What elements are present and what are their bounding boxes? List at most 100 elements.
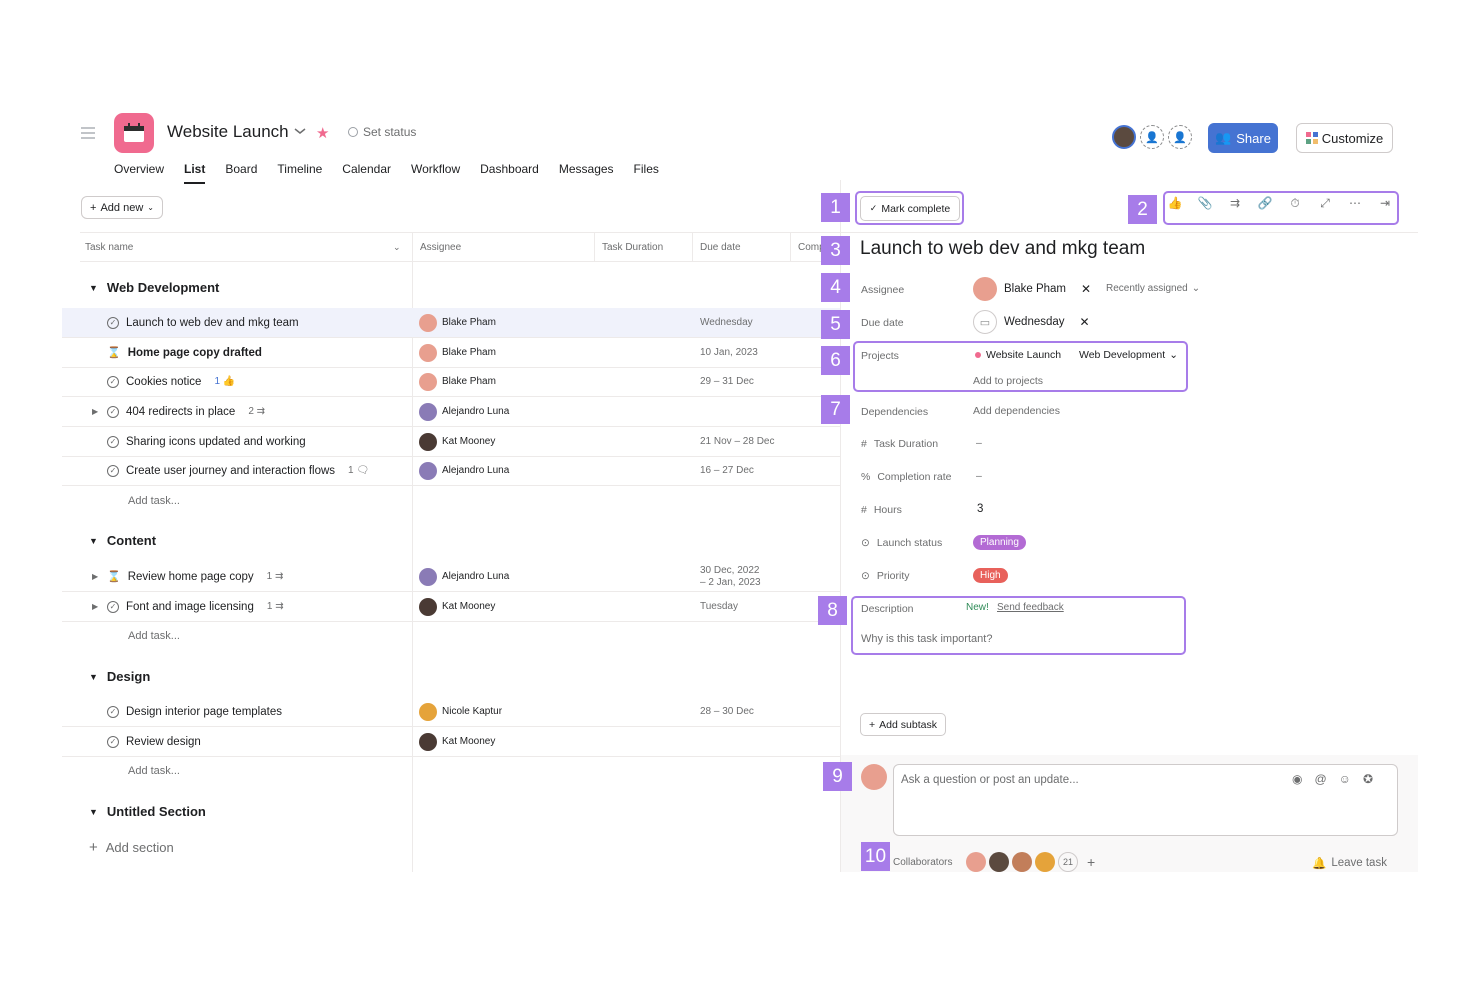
- collaborators-list[interactable]: 21 +: [966, 852, 1095, 872]
- completion-rate-value[interactable]: –: [976, 470, 982, 482]
- table-row[interactable]: ✓ Launch to web dev and mkg team Blake Ph…: [62, 308, 840, 338]
- check-circle-icon[interactable]: ✓: [107, 405, 119, 418]
- table-row[interactable]: ▶ ✓ Font and image licensing 1 ⇉ Kat Moone…: [62, 592, 840, 622]
- task-name[interactable]: Design interior page templates: [126, 705, 282, 718]
- col-task-name[interactable]: Task name: [85, 241, 134, 253]
- mark-complete-button[interactable]: ✓ Mark complete: [860, 196, 960, 221]
- due-date[interactable]: 16 – 27 Dec: [700, 465, 754, 476]
- due-date-field[interactable]: ▭ Wednesday ✕: [973, 310, 1090, 334]
- sparkle-icon[interactable]: ✪: [1362, 772, 1373, 786]
- tab-overview[interactable]: Overview: [114, 162, 165, 176]
- add-task-button[interactable]: Add task...: [128, 495, 180, 507]
- tab-board[interactable]: Board: [225, 162, 258, 176]
- star-icon[interactable]: ★: [316, 125, 330, 142]
- task-name[interactable]: Sharing icons updated and working: [126, 435, 306, 448]
- comment-placeholder[interactable]: Ask a question or post an update...: [901, 774, 1079, 786]
- thumbs-up-icon[interactable]: 👍: [1167, 196, 1183, 210]
- add-task-button[interactable]: Add task...: [128, 630, 180, 642]
- menu-icon[interactable]: [81, 126, 95, 140]
- table-row[interactable]: ✓ Design interior page templates Nicole K…: [62, 697, 840, 727]
- chevron-down-icon[interactable]: [294, 126, 306, 136]
- paperclip-icon[interactable]: 📎: [1197, 196, 1213, 210]
- add-to-projects-button[interactable]: Add to projects: [973, 375, 1044, 387]
- check-circle-icon[interactable]: ✓: [107, 735, 119, 748]
- caret-down-icon[interactable]: ▼: [89, 282, 98, 293]
- caret-right-icon[interactable]: ▶: [92, 602, 99, 611]
- check-circle-icon[interactable]: ✓: [107, 316, 119, 329]
- tab-dashboard[interactable]: Dashboard: [480, 162, 539, 176]
- task-name[interactable]: Review home page copy: [127, 570, 254, 583]
- launch-status-pill[interactable]: Planning: [973, 535, 1026, 550]
- comment-input[interactable]: [893, 764, 1398, 836]
- section-content[interactable]: ▼ Content: [89, 533, 156, 548]
- tab-list[interactable]: List: [184, 162, 206, 184]
- add-section-button[interactable]: + Add section: [89, 839, 174, 856]
- priority-pill[interactable]: High: [973, 568, 1008, 583]
- task-name[interactable]: Font and image licensing: [126, 600, 254, 613]
- table-row[interactable]: ✓ Cookies notice 1 👍 Blake Pham 29 – 31 De…: [62, 367, 840, 397]
- section-design[interactable]: ▼ Design: [89, 669, 150, 684]
- project-chip[interactable]: Website Launch: [975, 349, 1061, 361]
- more-icon[interactable]: ⋯: [1349, 196, 1361, 210]
- due-date[interactable]: 28 – 30 Dec: [700, 706, 754, 717]
- add-member-icon[interactable]: 👤: [1168, 125, 1192, 149]
- caret-right-icon[interactable]: ▶: [92, 572, 99, 581]
- task-name[interactable]: Launch to web dev and mkg team: [126, 316, 299, 329]
- description-input[interactable]: Why is this task important?: [861, 633, 993, 645]
- share-button[interactable]: 👥 Share: [1208, 123, 1278, 153]
- hours-value[interactable]: 3: [977, 503, 984, 515]
- col-completion[interactable]: Comp: [798, 241, 825, 253]
- link-icon[interactable]: 🔗: [1257, 196, 1273, 210]
- check-circle-icon[interactable]: ✓: [107, 705, 119, 718]
- hourglass-icon[interactable]: ⌛: [107, 571, 121, 583]
- project-members[interactable]: 👤 👤: [1112, 125, 1192, 149]
- section-untitled[interactable]: ▼ Untitled Section: [89, 804, 206, 819]
- task-duration-value[interactable]: –: [976, 437, 982, 449]
- add-dependencies-button[interactable]: Add dependencies: [973, 405, 1060, 417]
- leave-task-button[interactable]: 🔔 Leave task: [1312, 856, 1387, 870]
- task-name[interactable]: Create user journey and interaction flow…: [126, 464, 336, 477]
- task-title[interactable]: Launch to web dev and mkg team: [860, 238, 1146, 259]
- table-row[interactable]: ✓ Create user journey and interaction flo…: [62, 456, 840, 486]
- check-circle-icon[interactable]: ✓: [107, 435, 119, 448]
- project-section-dropdown[interactable]: Web Development ⌄: [1079, 349, 1178, 361]
- caret-down-icon[interactable]: ▼: [89, 535, 98, 546]
- table-row[interactable]: ▶ ✓ 404 redirects in place 2 ⇉ Alejandro L…: [62, 397, 840, 427]
- send-feedback-link[interactable]: Send feedback: [997, 602, 1064, 613]
- table-row[interactable]: ✓ Sharing icons updated and working Kat M…: [62, 427, 840, 457]
- set-status-button[interactable]: Set status: [348, 125, 416, 139]
- emoji-icon[interactable]: ☺: [1338, 772, 1351, 786]
- close-icon[interactable]: ✕: [1079, 315, 1090, 329]
- project-title[interactable]: Website Launch: [167, 122, 289, 141]
- tab-files[interactable]: Files: [633, 162, 659, 176]
- caret-down-icon[interactable]: ▼: [89, 671, 98, 682]
- add-new-button[interactable]: + Add new ⌄: [81, 196, 163, 219]
- due-date[interactable]: 29 – 31 Dec: [700, 376, 754, 387]
- caret-right-icon[interactable]: ▶: [92, 407, 99, 416]
- caret-down-icon[interactable]: ▼: [89, 806, 98, 817]
- section-web-development[interactable]: ▼ Web Development: [89, 280, 219, 295]
- record-icon[interactable]: ◉: [1292, 772, 1303, 786]
- task-name[interactable]: Cookies notice: [126, 375, 202, 388]
- table-row[interactable]: ⌛ Home page copy drafted Blake Pham 10 Ja…: [62, 338, 840, 368]
- task-name[interactable]: 404 redirects in place: [126, 405, 236, 418]
- close-panel-icon[interactable]: ⇥: [1379, 196, 1391, 210]
- subtask-icon[interactable]: ⇉: [1229, 196, 1241, 210]
- col-due-date[interactable]: Due date: [700, 241, 741, 253]
- col-assignee[interactable]: Assignee: [420, 241, 462, 253]
- check-circle-icon[interactable]: ✓: [107, 375, 119, 388]
- chevron-down-icon[interactable]: ⌄: [393, 241, 401, 252]
- due-date[interactable]: Tuesday: [700, 601, 738, 612]
- close-icon[interactable]: ✕: [1081, 282, 1092, 296]
- table-row[interactable]: ✓ Review design Kat Mooney: [62, 727, 840, 757]
- tab-messages[interactable]: Messages: [558, 162, 614, 176]
- mention-icon[interactable]: @: [1314, 772, 1327, 786]
- assignee-field[interactable]: Blake Pham ✕: [973, 277, 1091, 301]
- add-subtask-button[interactable]: + Add subtask: [860, 713, 946, 736]
- hourglass-icon[interactable]: ⌛: [107, 347, 121, 359]
- recently-assigned-dropdown[interactable]: Recently assigned ⌄: [1106, 283, 1200, 294]
- plus-icon[interactable]: +: [1087, 854, 1096, 870]
- check-circle-icon[interactable]: ✓: [107, 464, 119, 477]
- task-name[interactable]: Review design: [126, 735, 201, 748]
- add-task-button[interactable]: Add task...: [128, 765, 180, 777]
